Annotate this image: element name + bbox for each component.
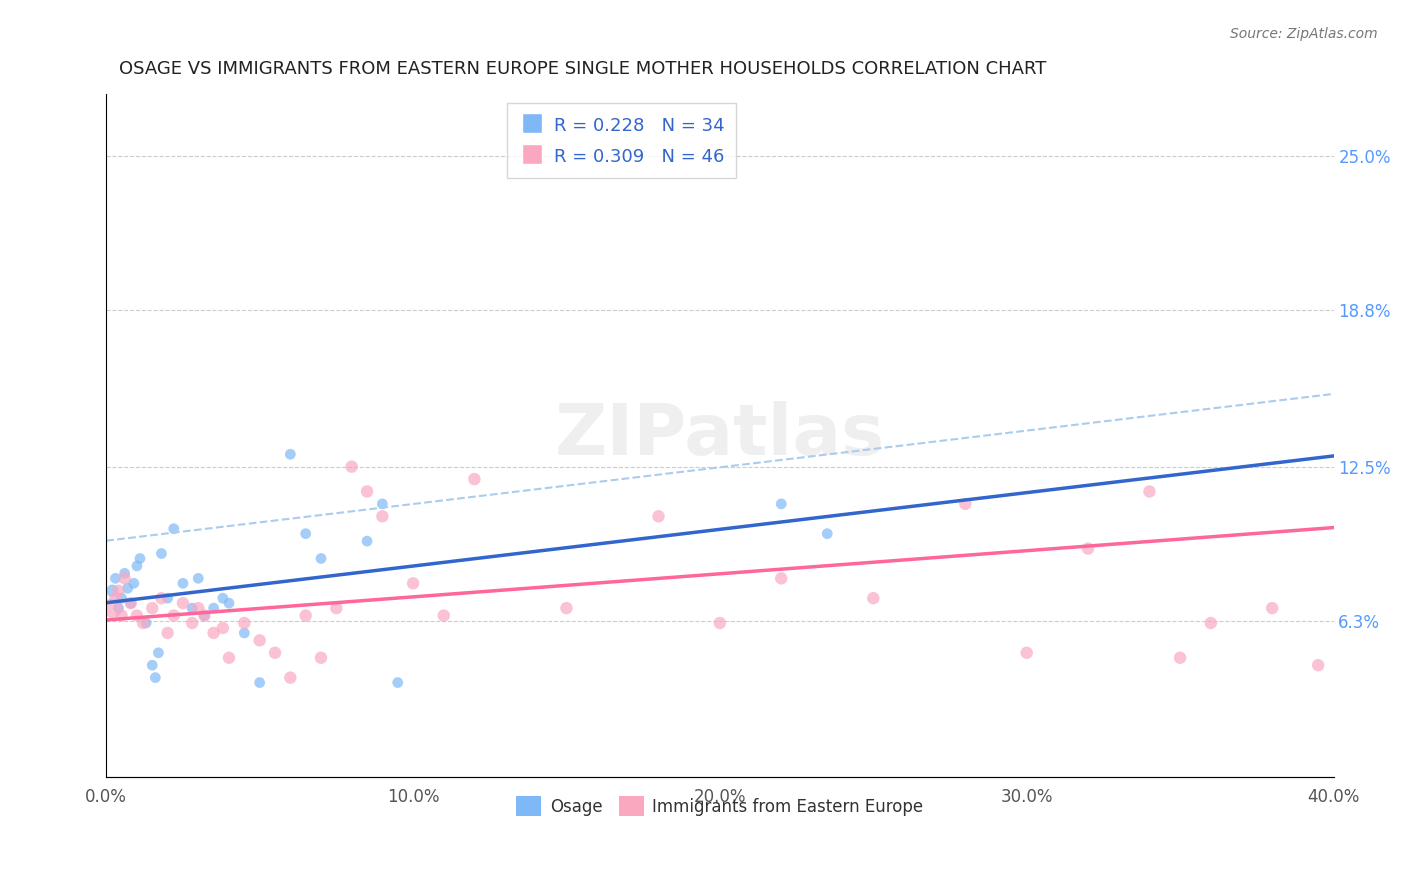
Point xyxy=(249,675,271,690)
Point xyxy=(1199,615,1222,630)
Point xyxy=(294,526,316,541)
Point xyxy=(1261,601,1284,615)
Point xyxy=(463,472,485,486)
Point xyxy=(117,581,139,595)
Point xyxy=(101,583,124,598)
Point xyxy=(156,591,179,606)
Point xyxy=(125,608,148,623)
Point xyxy=(955,497,977,511)
Point xyxy=(120,596,142,610)
Point xyxy=(101,601,124,615)
Point xyxy=(148,646,170,660)
Point xyxy=(120,596,142,610)
Point xyxy=(555,601,578,615)
Point xyxy=(143,671,166,685)
Point xyxy=(371,509,394,524)
Point xyxy=(233,615,256,630)
Point xyxy=(218,650,240,665)
Point xyxy=(141,658,163,673)
Point xyxy=(1077,541,1099,556)
Point xyxy=(114,566,136,581)
Point xyxy=(129,551,152,566)
Point xyxy=(1168,650,1191,665)
Point xyxy=(264,646,287,660)
Point xyxy=(647,509,669,524)
Point xyxy=(163,522,186,536)
Point xyxy=(433,608,456,623)
Point xyxy=(135,615,157,630)
Point xyxy=(122,576,145,591)
Point xyxy=(104,571,127,585)
Point xyxy=(187,571,209,585)
Point xyxy=(132,615,155,630)
Point xyxy=(770,571,793,585)
Point xyxy=(202,626,225,640)
Point xyxy=(107,601,129,615)
Text: OSAGE VS IMMIGRANTS FROM EASTERN EUROPE SINGLE MOTHER HOUSEHOLDS CORRELATION CHA: OSAGE VS IMMIGRANTS FROM EASTERN EUROPE … xyxy=(118,60,1046,78)
Legend: Osage, Immigrants from Eastern Europe: Osage, Immigrants from Eastern Europe xyxy=(509,789,931,823)
Point xyxy=(340,459,363,474)
Point xyxy=(110,608,132,623)
Point xyxy=(1139,484,1161,499)
Point xyxy=(815,526,838,541)
Point xyxy=(278,671,301,685)
Text: ZIPatlas: ZIPatlas xyxy=(555,401,884,470)
Point xyxy=(770,497,793,511)
Point xyxy=(125,558,148,573)
Point xyxy=(141,601,163,615)
Point xyxy=(249,633,271,648)
Point xyxy=(163,608,186,623)
Point xyxy=(325,601,347,615)
Point xyxy=(278,447,301,461)
Point xyxy=(193,608,215,623)
Point xyxy=(233,626,256,640)
Point xyxy=(294,608,316,623)
Point xyxy=(181,601,204,615)
Point xyxy=(309,551,332,566)
Point xyxy=(218,596,240,610)
Point xyxy=(150,547,173,561)
Point xyxy=(309,650,332,665)
Point xyxy=(181,615,204,630)
Point xyxy=(114,571,136,585)
Point xyxy=(211,591,233,606)
Text: Source: ZipAtlas.com: Source: ZipAtlas.com xyxy=(1230,27,1378,41)
Point xyxy=(709,615,731,630)
Point xyxy=(402,576,425,591)
Point xyxy=(1015,646,1038,660)
Point xyxy=(150,591,173,606)
Point xyxy=(356,534,378,549)
Point xyxy=(104,591,127,606)
Point xyxy=(193,608,215,623)
Point xyxy=(371,497,394,511)
Point xyxy=(172,576,194,591)
Point xyxy=(187,601,209,615)
Point xyxy=(356,484,378,499)
Point xyxy=(1308,658,1330,673)
Point xyxy=(862,591,884,606)
Point xyxy=(387,675,409,690)
Point xyxy=(107,583,129,598)
Point xyxy=(211,621,233,635)
Point xyxy=(110,591,132,606)
Point xyxy=(202,601,225,615)
Point xyxy=(156,626,179,640)
Point xyxy=(172,596,194,610)
